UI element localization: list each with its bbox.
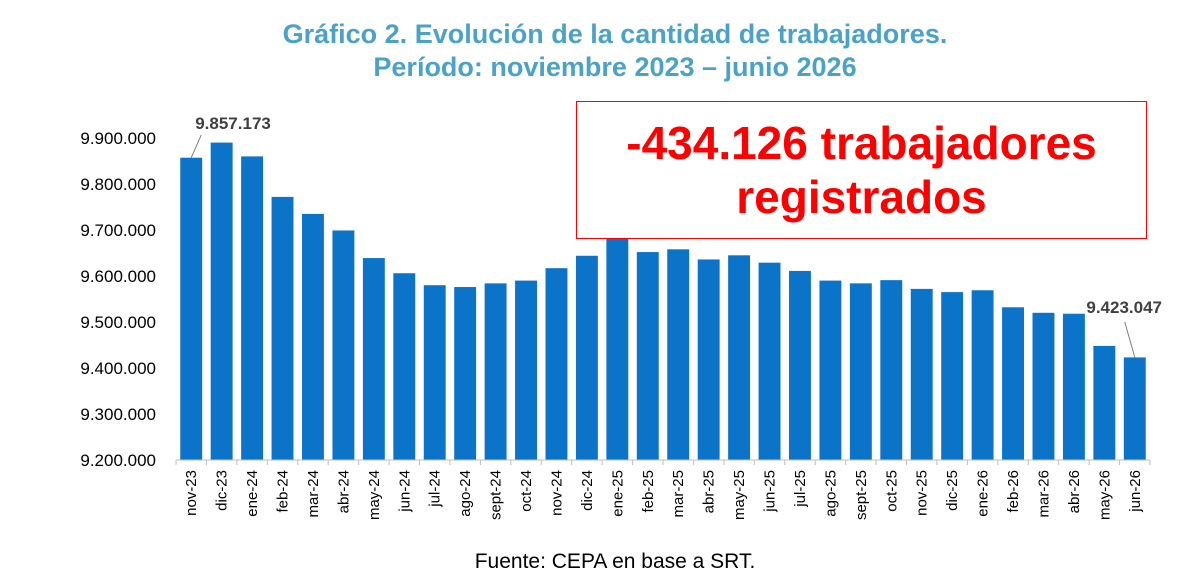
bar bbox=[1062, 313, 1085, 460]
y-tick-label: 9.600.000 bbox=[80, 267, 156, 286]
x-axis: nov-23 dic-23 ene-24 feb-24 mar-24 abr-24 may-… bbox=[175, 459, 1151, 520]
bar bbox=[819, 280, 842, 460]
x-tick-label: sept-24 bbox=[488, 470, 505, 520]
chart-title-block: Gráfico 2. Evolución de la cantidad de t… bbox=[0, 18, 1200, 84]
x-tick-label: nov-24 bbox=[548, 470, 565, 516]
bar bbox=[880, 280, 903, 460]
bar-chart: 9.200.000 9.300.000 9.400.000 9.500.000 9.60… bbox=[80, 114, 1162, 520]
data-annotations: 9.857.173 9.423.047 bbox=[190, 114, 1162, 358]
y-tick-label: 9.200.000 bbox=[80, 451, 156, 470]
x-tick-label: nov-25 bbox=[914, 470, 931, 516]
x-tick-label: oct-25 bbox=[883, 470, 900, 512]
bar bbox=[758, 262, 781, 460]
x-tick-label: jun-25 bbox=[762, 470, 779, 513]
x-tick-label: ene-25 bbox=[609, 470, 626, 517]
bar bbox=[910, 288, 933, 460]
x-tick-label: mar-24 bbox=[305, 470, 322, 518]
bar bbox=[789, 270, 811, 460]
x-tick-label: mar-26 bbox=[1035, 470, 1052, 518]
x-tick-label: may-25 bbox=[731, 470, 748, 520]
x-tick-label: dic-24 bbox=[579, 470, 596, 511]
bar bbox=[454, 287, 477, 460]
x-tick-label: feb-24 bbox=[275, 470, 292, 513]
bar bbox=[545, 268, 568, 460]
x-tick-label: feb-26 bbox=[1005, 470, 1022, 513]
bar bbox=[1123, 357, 1146, 460]
bar bbox=[667, 249, 690, 460]
chart-subtitle: Período: noviembre 2023 – junio 2026 bbox=[373, 52, 857, 82]
y-tick-label: 9.700.000 bbox=[80, 221, 156, 240]
x-tick-label: sept-25 bbox=[853, 470, 870, 520]
x-tick-label: jun-24 bbox=[396, 470, 413, 513]
x-tick-label: jul-25 bbox=[792, 470, 809, 508]
bar bbox=[1093, 345, 1116, 460]
bar bbox=[423, 285, 446, 460]
bar bbox=[393, 273, 416, 460]
chart-title: Gráfico 2. Evolución de la cantidad de t… bbox=[282, 19, 948, 49]
x-tick-label: dic-25 bbox=[944, 470, 961, 511]
bar bbox=[1032, 312, 1055, 460]
bar bbox=[302, 213, 324, 460]
x-tick-label: mar-25 bbox=[670, 470, 687, 518]
bar bbox=[941, 292, 964, 460]
x-tick-label: abr-24 bbox=[335, 470, 352, 513]
bar bbox=[515, 280, 537, 460]
x-tick-label: abr-26 bbox=[1066, 470, 1083, 513]
y-tick-label: 9.500.000 bbox=[80, 313, 156, 332]
x-tick-label: oct-24 bbox=[518, 470, 535, 512]
x-tick-label: ago-24 bbox=[457, 470, 474, 517]
bar bbox=[362, 258, 385, 460]
annotation-leader-line bbox=[1124, 321, 1136, 358]
bar bbox=[180, 157, 203, 460]
bar bbox=[575, 255, 598, 460]
bar bbox=[241, 156, 264, 460]
data-label: 9.423.047 bbox=[1086, 298, 1162, 317]
x-tick-label: dic-23 bbox=[214, 470, 231, 511]
bar bbox=[606, 237, 629, 460]
x-tick-label: jul-24 bbox=[427, 470, 444, 508]
x-tick-label: ago-25 bbox=[822, 470, 839, 517]
bar bbox=[332, 230, 355, 460]
x-tick-label: jun-26 bbox=[1127, 470, 1144, 513]
bar bbox=[636, 252, 659, 460]
callout-box: -434.126 trabajadores registrados bbox=[576, 101, 1147, 239]
bar bbox=[1002, 307, 1024, 460]
x-tick-label: feb-25 bbox=[640, 470, 657, 513]
x-tick-label: nov-23 bbox=[183, 470, 200, 516]
source-note: Fuente: CEPA en base a SRT. bbox=[474, 550, 756, 573]
y-tick-label: 9.400.000 bbox=[80, 359, 156, 378]
y-tick-label: 9.800.000 bbox=[80, 175, 156, 194]
callout-line-1: -434.126 trabajadores bbox=[626, 117, 1097, 169]
bar bbox=[210, 142, 233, 460]
bars-group bbox=[180, 142, 1146, 460]
callout-line-2: registrados bbox=[736, 171, 987, 223]
x-tick-label: may-24 bbox=[366, 470, 383, 520]
data-label: 9.857.173 bbox=[195, 114, 271, 133]
x-tick-label: may-26 bbox=[1096, 470, 1113, 520]
bar bbox=[697, 259, 720, 460]
x-tick-label: ene-24 bbox=[244, 470, 261, 517]
y-tick-label: 9.900.000 bbox=[80, 129, 156, 148]
y-tick-label: 9.300.000 bbox=[80, 405, 156, 424]
x-tick-label: ene-26 bbox=[975, 470, 992, 517]
bar bbox=[971, 290, 994, 460]
bar bbox=[484, 283, 507, 460]
x-tick-label: abr-25 bbox=[701, 470, 718, 513]
annotation-leader-line bbox=[190, 134, 202, 158]
bar bbox=[849, 283, 872, 460]
bar bbox=[271, 196, 294, 460]
bar bbox=[728, 255, 751, 460]
y-axis-tick-labels: 9.200.000 9.300.000 9.400.000 9.500.000 9.60… bbox=[80, 129, 156, 470]
